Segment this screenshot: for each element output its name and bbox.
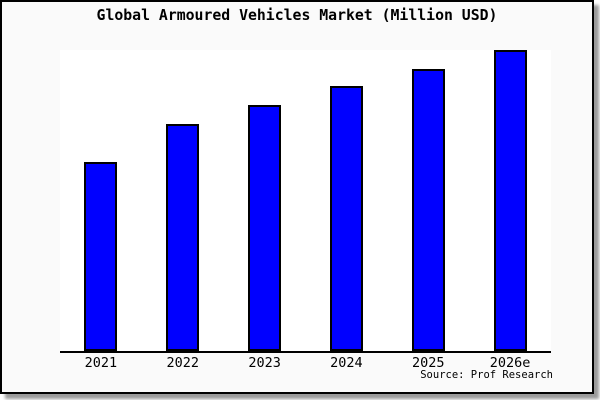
x-tick-label-2021: 2021 bbox=[84, 355, 118, 371]
bar-2026e bbox=[493, 50, 527, 351]
bar-2023 bbox=[248, 105, 282, 351]
chart-title: Global Armoured Vehicles Market (Million… bbox=[96, 7, 498, 24]
x-tick-label-2023: 2023 bbox=[248, 355, 281, 371]
bar-2021 bbox=[84, 162, 118, 351]
chart-inner: Global Armoured Vehicles Market (Million… bbox=[2, 2, 592, 392]
bar-2024 bbox=[329, 86, 363, 351]
bar-2025 bbox=[411, 69, 445, 351]
x-tick-label-2022: 2022 bbox=[166, 355, 200, 371]
source-note: Source: Prof Research bbox=[420, 369, 553, 381]
chart-frame: Global Armoured Vehicles Market (Million… bbox=[0, 0, 594, 394]
bar-2022 bbox=[166, 124, 200, 351]
x-tick-label-2024: 2024 bbox=[330, 355, 363, 371]
plot-area bbox=[60, 50, 551, 353]
x-tick-label-2026e: 2026e bbox=[489, 355, 531, 371]
x-axis-labels: 2021 2022 2023 2024 2025 2026e bbox=[60, 355, 551, 371]
x-tick-label-2025: 2025 bbox=[411, 355, 445, 371]
